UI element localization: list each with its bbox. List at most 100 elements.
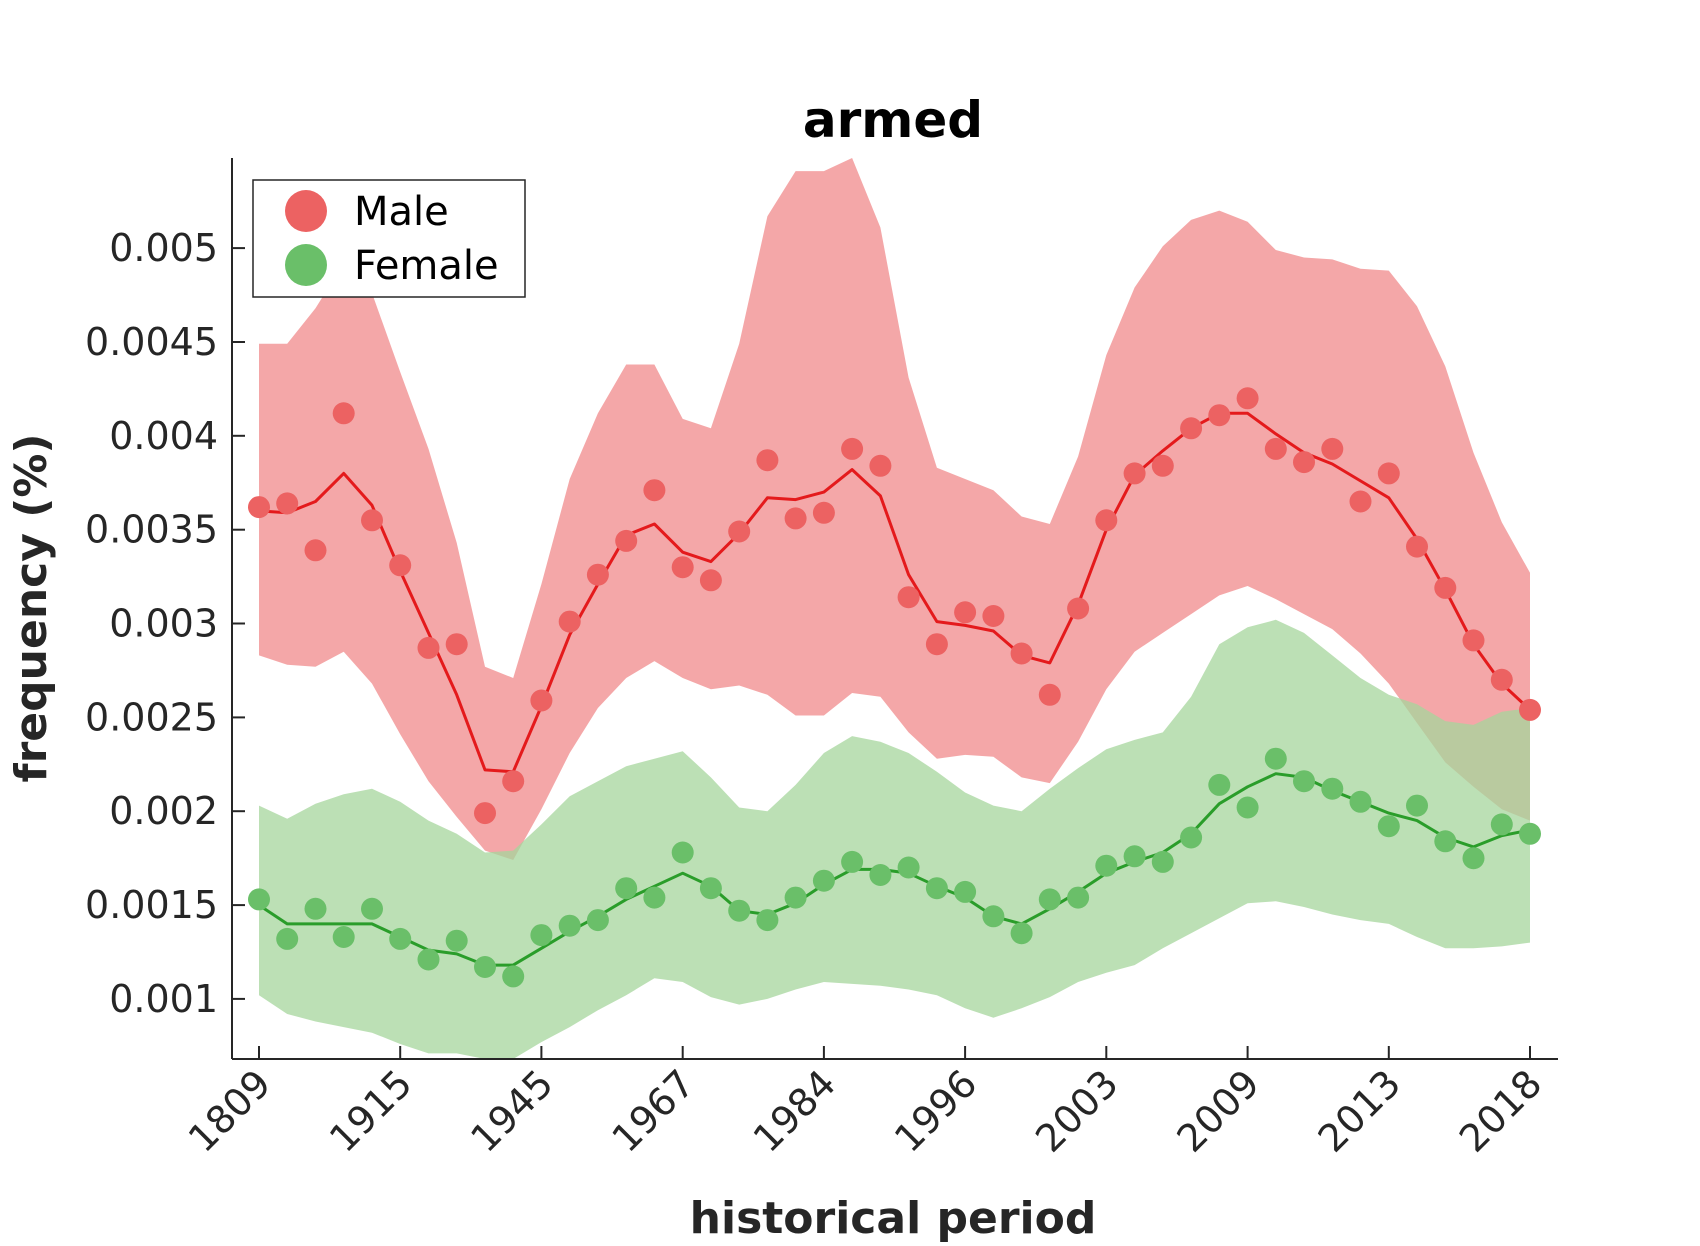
female-data-point: [812, 869, 835, 892]
male-data-point: [841, 437, 864, 460]
female-trend-line: [258, 772, 1531, 967]
male-data-point: [1462, 629, 1485, 652]
y-tick-label: 0.005: [109, 226, 218, 270]
y-axis-label: frequency (%): [6, 433, 57, 782]
y-tick-label: 0.003: [109, 602, 218, 646]
male-data-point: [1406, 535, 1428, 558]
female-data-point: [1236, 796, 1259, 819]
legend-male-marker: [285, 190, 327, 232]
male-data-point: [897, 586, 920, 609]
male-data-point: [1349, 490, 1372, 513]
female-data-point: [1490, 813, 1513, 836]
female-data-point: [1095, 854, 1118, 877]
female-data-point: [699, 877, 722, 900]
male-data-point: [445, 633, 468, 656]
female-data-point: [445, 929, 468, 952]
male-data-point: [586, 563, 609, 586]
male-data-point: [643, 479, 666, 502]
male-data-point: [1151, 454, 1174, 477]
male-data-point: [361, 509, 383, 532]
female-data-point: [417, 948, 440, 971]
female-data-point: [1377, 815, 1400, 838]
male-data-point: [474, 802, 496, 825]
female-data-point: [530, 924, 553, 947]
y-tick-label: 0.0015: [85, 883, 218, 927]
male-data-point: [1264, 437, 1287, 460]
y-tick-label: 0.002: [109, 789, 218, 833]
x-axis-label: historical period: [690, 1193, 1097, 1244]
male-data-point: [1377, 462, 1400, 485]
y-ticks: 0.001 0.0015 0.002 0.0025 0.003 0.0035 0.004 0.…: [85, 226, 245, 1021]
male-data-point: [1010, 642, 1033, 665]
y-tick-label: 0.0045: [85, 320, 218, 364]
female-data-point: [1067, 886, 1090, 909]
y-tick-label: 0.0025: [85, 695, 218, 739]
male-data-point: [1490, 668, 1513, 691]
male-data-point: [248, 496, 270, 519]
female-data-point: [332, 926, 355, 948]
female-data-point: [841, 850, 864, 873]
female-data-point: [1406, 794, 1428, 817]
female-data-point: [1208, 773, 1231, 796]
female-data-point: [728, 899, 751, 922]
male-trend-line: [258, 411, 1532, 774]
smoothed-lines: [258, 411, 1532, 967]
female-data-point: [1010, 922, 1033, 945]
male-data-point: [502, 770, 525, 793]
male-data-point: [982, 605, 1005, 627]
female-data-point: [1434, 830, 1457, 853]
male-data-point: [1519, 698, 1541, 721]
male-data-point: [1236, 387, 1259, 410]
female-data-point: [1264, 747, 1287, 770]
female-data-point: [925, 877, 948, 900]
female-data-point: [248, 888, 270, 911]
male-data-point: [417, 636, 440, 659]
female-data-point: [671, 841, 694, 864]
female-data-point: [756, 909, 779, 932]
female-confidence-band: [259, 619, 1530, 1059]
data-points: [248, 387, 1541, 988]
female-data-point: [1038, 888, 1061, 911]
male-data-point: [671, 556, 694, 579]
male-data-point: [728, 520, 751, 543]
female-data-point: [304, 897, 327, 920]
male-confidence-band: [259, 158, 1530, 860]
male-data-point: [1038, 683, 1061, 706]
male-data-point: [1434, 576, 1457, 599]
female-data-point: [869, 864, 892, 886]
male-data-point: [1067, 597, 1090, 620]
female-data-point: [897, 856, 920, 879]
male-data-point: [530, 689, 553, 712]
male-data-point: [558, 610, 581, 633]
female-data-point: [502, 965, 525, 988]
female-data-point: [1151, 850, 1174, 873]
male-data-point: [699, 569, 722, 592]
female-data-point: [1349, 790, 1372, 813]
y-tick-label: 0.0035: [85, 508, 218, 552]
female-data-point: [615, 877, 638, 900]
male-data-point: [1095, 509, 1118, 532]
male-data-point: [1123, 462, 1146, 485]
female-data-point: [954, 880, 977, 903]
female-data-point: [361, 897, 383, 920]
male-data-point: [812, 501, 835, 524]
female-data-point: [1321, 777, 1344, 800]
female-data-point: [982, 905, 1005, 928]
male-data-point: [869, 454, 892, 477]
female-data-point: [389, 927, 412, 950]
male-data-point: [925, 633, 948, 656]
female-data-point: [1462, 847, 1485, 870]
legend-female-label: Female: [354, 243, 499, 289]
male-data-point: [1321, 437, 1344, 460]
female-data-point: [1293, 770, 1315, 793]
female-data-point: [586, 909, 609, 932]
male-data-point: [954, 601, 977, 624]
female-data-point: [558, 914, 581, 937]
female-data-point: [1123, 845, 1146, 868]
plot-area: [248, 158, 1541, 1059]
male-data-point: [615, 529, 638, 552]
female-data-point: [276, 927, 299, 950]
y-tick-label: 0.001: [109, 977, 218, 1021]
female-data-point: [643, 886, 666, 909]
